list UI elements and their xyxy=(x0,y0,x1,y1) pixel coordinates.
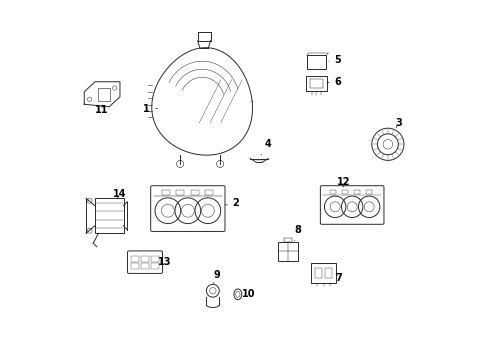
Bar xyxy=(131,256,139,262)
Text: 8: 8 xyxy=(294,225,301,241)
Bar xyxy=(95,198,123,233)
Text: 10: 10 xyxy=(242,289,255,298)
Text: 3: 3 xyxy=(395,118,402,128)
Bar xyxy=(315,268,321,278)
Bar xyxy=(176,190,184,195)
Text: 6: 6 xyxy=(327,77,341,87)
Bar xyxy=(162,190,170,195)
Text: 5: 5 xyxy=(329,55,341,65)
Bar xyxy=(342,190,348,194)
Bar xyxy=(98,88,110,100)
Bar xyxy=(329,190,336,194)
Bar xyxy=(311,263,336,283)
Bar xyxy=(306,76,327,91)
Text: 14: 14 xyxy=(113,189,126,199)
Bar xyxy=(141,263,149,269)
Bar xyxy=(307,55,326,69)
Bar xyxy=(310,79,323,88)
Bar xyxy=(366,190,372,194)
Text: 1: 1 xyxy=(144,104,157,113)
Bar xyxy=(141,256,149,262)
Bar xyxy=(205,190,213,195)
Text: 9: 9 xyxy=(213,270,220,284)
Bar xyxy=(151,263,159,269)
Bar xyxy=(324,268,332,278)
Bar xyxy=(278,242,298,261)
Text: 13: 13 xyxy=(158,257,172,267)
Text: 11: 11 xyxy=(96,105,109,115)
Bar xyxy=(284,238,292,242)
Bar xyxy=(151,256,159,262)
Text: 7: 7 xyxy=(335,273,342,283)
Bar xyxy=(354,190,360,194)
Text: 4: 4 xyxy=(261,139,271,155)
Bar xyxy=(131,263,139,269)
Text: 2: 2 xyxy=(225,198,240,208)
Bar xyxy=(191,190,198,195)
Text: 12: 12 xyxy=(337,177,350,187)
